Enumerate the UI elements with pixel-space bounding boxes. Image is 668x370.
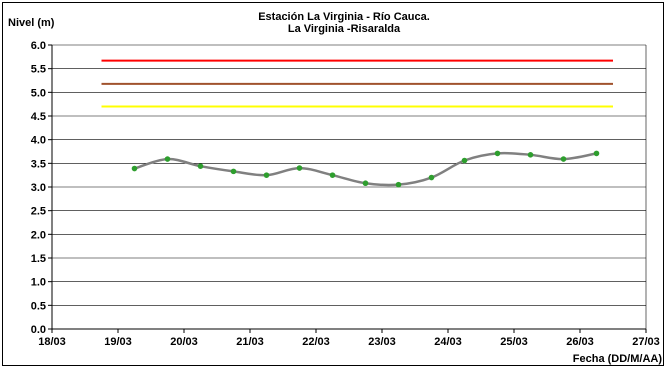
- y-tick-label: 5.0: [31, 87, 46, 99]
- data-point: [395, 181, 402, 188]
- y-tick-label: 0.5: [31, 300, 46, 312]
- x-ticks: 18/03 19/03 20/03 21/03 22/03 23/03 24/03 25/03…: [38, 329, 660, 348]
- y-ticks: 0.0 0.5 1.0 1.5 2.0 2.5 3.0 3.5 4.0 4.5 5.0 5.5 6.0: [31, 40, 52, 336]
- y-tick-label: 3.0: [31, 182, 46, 194]
- data-point: [362, 180, 369, 187]
- y-tick-label: 4.5: [31, 111, 46, 123]
- data-point: [131, 165, 138, 172]
- grid-lines: [52, 44, 646, 306]
- data-point: [164, 156, 171, 162]
- data-point: [461, 157, 468, 164]
- y-tick-label: 2.0: [31, 229, 46, 241]
- series-group: [131, 150, 600, 188]
- y-tick-label: 2.5: [31, 206, 46, 218]
- x-tick-label: 24/03: [434, 336, 462, 348]
- threshold-lines: [101, 59, 613, 108]
- data-point: [230, 168, 237, 175]
- y-tick-label: 4.0: [31, 135, 46, 147]
- x-tick-label: 25/03: [500, 336, 528, 348]
- chart-title: Estación La Virginia - Río Cauca.: [258, 11, 430, 23]
- y-tick-label: 1.0: [31, 277, 46, 289]
- chart-subtitle: La Virginia -Risaralda: [288, 23, 401, 35]
- series-line: [134, 151, 597, 187]
- y-tick-label: 1.5: [31, 253, 46, 265]
- data-point: [593, 150, 600, 157]
- x-tick-label: 19/03: [104, 336, 132, 348]
- data-point: [560, 156, 567, 162]
- x-axis-label: Fecha (DD/M/AA): [573, 353, 663, 365]
- data-point: [329, 172, 336, 178]
- y-tick-label: 0.0: [31, 324, 46, 336]
- x-tick-label: 22/03: [302, 336, 330, 348]
- data-point: [494, 150, 501, 157]
- y-tick-label: 5.5: [31, 64, 46, 76]
- data-point: [263, 172, 270, 178]
- y-tick-label: 6.0: [31, 40, 46, 52]
- data-point: [428, 174, 435, 181]
- x-tick-label: 27/03: [632, 336, 660, 348]
- axes: [51, 45, 647, 330]
- x-tick-label: 26/03: [566, 336, 594, 348]
- x-tick-label: 21/03: [236, 336, 264, 348]
- x-tick-label: 23/03: [368, 336, 396, 348]
- data-point: [197, 163, 204, 169]
- data-point: [527, 152, 534, 158]
- data-point: [296, 165, 303, 171]
- x-tick-label: 20/03: [170, 336, 198, 348]
- x-tick-label: 18/03: [38, 336, 66, 348]
- y-tick-label: 3.5: [31, 158, 46, 170]
- y-axis-label: Nivel (m): [8, 17, 55, 29]
